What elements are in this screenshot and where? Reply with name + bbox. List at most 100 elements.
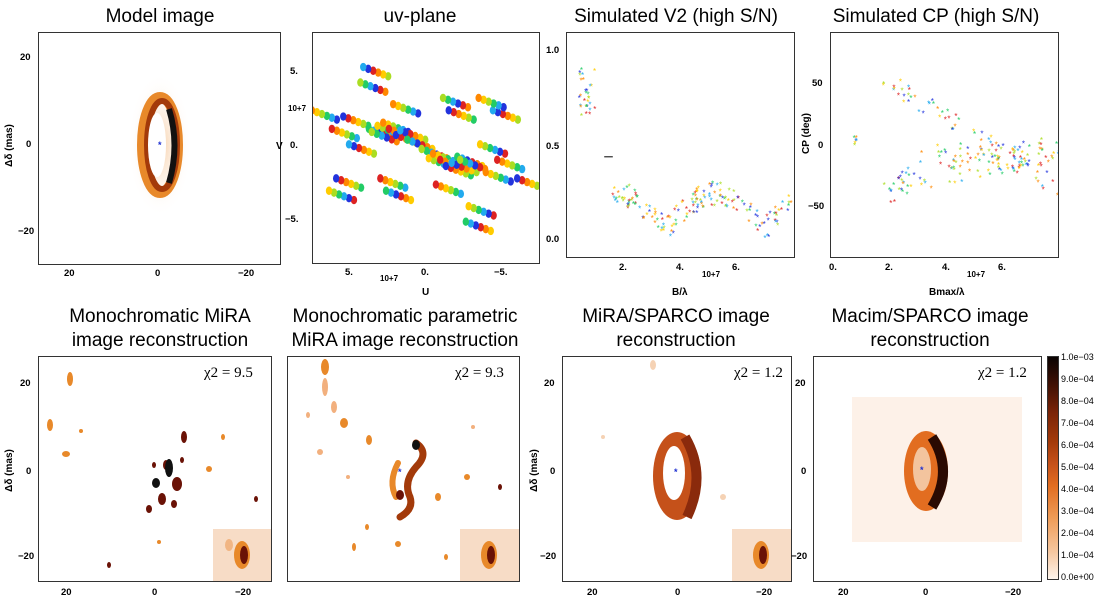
v2-point: * [692,202,695,211]
v2-point: * [587,94,590,103]
cp-point: * [1036,169,1039,178]
uv-point [523,177,531,187]
uv-plane-frame [312,32,540,264]
uv-point [465,113,472,122]
v2-point: * [578,94,581,103]
uv-point [452,187,460,197]
uv-point [365,64,372,74]
title-macim-1: Macim/SPARCO image [831,306,1029,327]
cp-point: * [927,99,930,108]
v2-point: * [724,203,727,212]
v2-point: * [627,200,630,209]
cp-point: * [889,188,892,197]
title-sparco-1: MiRA/SPARCO image [582,306,770,327]
uv-point [442,184,450,193]
macim-frame: * [813,356,1042,582]
cp-point: * [1023,156,1026,165]
cp-point: * [973,130,976,139]
v2-point: * [681,198,684,207]
cp-point: * [1013,155,1016,164]
uv-point [482,224,489,234]
cp-point: * [1006,166,1009,175]
uv-track [397,126,429,144]
uv-point [482,168,489,177]
v2-point: * [660,227,663,236]
uv-point [399,103,407,113]
cp-point: * [978,157,981,166]
uv-point [379,118,387,127]
title-param-1: Monochromatic parametric [292,306,518,327]
cp-point: * [1041,183,1044,192]
cp-point: * [1041,147,1044,156]
cp-point: * [931,97,934,106]
cp-point: * [937,149,940,158]
uv-track [328,124,361,143]
v2-point: * [588,111,591,120]
uv-point [340,112,347,121]
v2-point: * [675,204,678,213]
uv-point [508,161,516,170]
uv-point [442,161,450,171]
v2-point: * [774,218,777,227]
cp-point: * [1021,149,1024,158]
cp-point: * [889,188,892,197]
v2-point: * [696,205,699,214]
v2-point: * [660,225,663,234]
v2-point: * [585,103,588,112]
cp-point: * [972,128,975,137]
cp-point: * [948,179,951,188]
cp-point: * [952,158,955,167]
cp-point: * [969,156,972,165]
uv-point [429,149,437,158]
cp-point: * [987,167,990,176]
cp-point: * [966,145,969,154]
uv-point [485,97,492,106]
cp-point: * [1013,156,1016,165]
cp-point: * [1057,150,1059,159]
uv-point [501,149,509,158]
v2-point: * [711,180,714,189]
cp-point: * [980,147,983,156]
v2-point: * [631,196,634,205]
cp-point: * [920,181,923,190]
v2-point: * [780,206,783,215]
cp-point: * [899,173,902,182]
v2-point: * [677,207,680,216]
v2-point: * [747,218,750,227]
cp-point: * [902,179,905,188]
mono-xtick-20: 20 [61,587,72,598]
v2-point: * [700,200,703,209]
uv-point [382,186,390,195]
cp-point: * [960,178,963,187]
v2-point: * [731,199,734,208]
sparco-ytick-m20: −20 [540,551,557,562]
uv-point [476,163,484,172]
uv-ylabel: V [276,141,283,152]
uv-point [313,107,321,117]
uv-point [352,181,360,191]
cp-point: * [1018,165,1021,174]
uv-point [476,140,484,149]
cp-point: * [1051,178,1054,187]
v2-point: * [615,196,618,205]
v2-point: * [593,67,596,76]
v2-point: * [702,204,705,213]
title-sparco-2: reconstruction [616,330,736,351]
v2-point: * [713,202,716,211]
cp-point: * [1012,150,1015,159]
cp-point: * [897,176,900,185]
uv-point [425,154,432,163]
v2-point: * [579,103,582,112]
cp-point: * [1012,147,1015,156]
cp-point: * [1040,163,1043,172]
cp-point: * [853,142,856,151]
cp-point: * [953,123,956,132]
v2-point: * [702,189,705,198]
uv-point [466,159,474,168]
title-model: Model image [105,6,215,27]
uv-point [490,99,497,108]
cp-point: * [855,134,858,143]
uv-point [350,116,357,125]
v2-point: * [708,194,711,203]
v2-point: * [733,197,736,206]
